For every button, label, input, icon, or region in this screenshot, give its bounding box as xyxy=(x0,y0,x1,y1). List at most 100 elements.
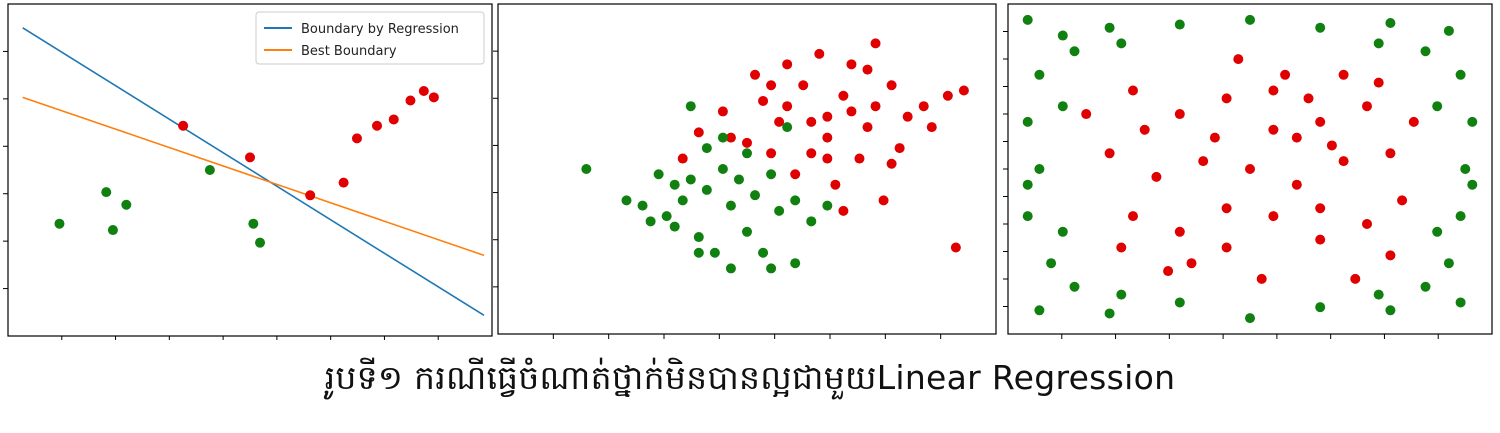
point-negative xyxy=(653,169,664,180)
point-positive xyxy=(1373,77,1384,88)
point-negative xyxy=(1104,22,1115,33)
point-negative xyxy=(1116,289,1127,300)
point-negative xyxy=(1174,297,1185,308)
point-positive xyxy=(418,86,429,96)
point-positive xyxy=(1338,156,1349,167)
point-negative xyxy=(1460,164,1471,174)
point-negative xyxy=(1373,289,1384,300)
point-positive xyxy=(1198,156,1209,167)
point-positive xyxy=(958,85,969,96)
point-negative xyxy=(1022,116,1033,127)
point-positive xyxy=(942,90,953,101)
point-positive xyxy=(742,137,752,148)
point-positive xyxy=(1303,93,1314,104)
point-negative xyxy=(621,195,632,206)
point-negative xyxy=(645,216,656,227)
point-negative xyxy=(1443,25,1454,36)
point-negative xyxy=(1069,46,1080,57)
point-positive xyxy=(1362,101,1372,112)
point-negative xyxy=(1245,14,1255,25)
legend-frame xyxy=(255,11,485,65)
point-negative xyxy=(107,225,118,236)
point-negative xyxy=(1034,69,1045,80)
point-negative xyxy=(790,258,801,269)
point-negative xyxy=(685,101,696,112)
point-positive xyxy=(677,153,688,164)
point-negative xyxy=(1315,302,1326,313)
point-negative xyxy=(701,184,712,195)
point-negative xyxy=(774,205,785,216)
point-positive xyxy=(717,106,728,117)
point-positive xyxy=(838,90,849,101)
point-positive xyxy=(766,148,777,159)
point-positive xyxy=(1280,69,1291,80)
point-negative xyxy=(1057,30,1068,41)
point-negative xyxy=(1385,17,1396,28)
point-positive xyxy=(725,132,736,143)
point-positive xyxy=(1397,195,1408,206)
point-positive xyxy=(822,153,833,164)
point-positive xyxy=(1315,203,1326,214)
chart-panel-3 xyxy=(1003,3,1493,339)
point-positive xyxy=(1268,211,1279,222)
point-positive xyxy=(1362,218,1372,229)
point-positive xyxy=(1256,273,1267,284)
point-negative xyxy=(637,200,648,211)
point-positive xyxy=(1128,85,1138,96)
point-positive xyxy=(1209,132,1220,143)
point-positive xyxy=(1385,148,1396,159)
point-negative xyxy=(54,218,65,229)
point-negative xyxy=(255,237,266,248)
point-positive xyxy=(1163,266,1174,277)
figure-caption: រូបទី១ ករណីធ្វើចំណាត់ថ្នាក់មិនបានល្អជាមួ… xyxy=(324,358,1176,397)
point-negative xyxy=(1455,69,1466,80)
point-negative xyxy=(669,221,680,232)
point-negative xyxy=(1432,101,1443,112)
point-negative xyxy=(1432,226,1443,237)
point-negative xyxy=(1467,116,1478,127)
point-negative xyxy=(693,232,704,243)
point-negative xyxy=(248,218,259,229)
point-positive xyxy=(1326,140,1337,151)
legend-label: Boundary by Regression xyxy=(301,22,459,37)
point-positive xyxy=(846,106,857,117)
point-negative xyxy=(1069,281,1080,292)
point-negative xyxy=(742,226,752,237)
point-positive xyxy=(1338,69,1349,80)
point-negative xyxy=(733,174,744,185)
point-positive xyxy=(178,120,189,131)
legend-label: Best Boundary xyxy=(301,44,397,59)
point-negative xyxy=(725,263,736,274)
point-negative xyxy=(766,169,777,180)
point-positive xyxy=(918,101,929,112)
point-positive xyxy=(305,190,316,201)
point-negative xyxy=(750,190,761,201)
point-positive xyxy=(1186,258,1197,269)
point-positive xyxy=(1104,148,1115,159)
point-negative xyxy=(1116,38,1127,49)
point-negative xyxy=(1022,179,1033,190)
point-positive xyxy=(1385,250,1396,261)
point-negative xyxy=(709,247,720,258)
point-negative xyxy=(101,187,112,198)
point-negative xyxy=(677,195,688,206)
point-negative xyxy=(1104,308,1115,319)
point-positive xyxy=(846,59,857,70)
point-positive xyxy=(854,153,865,164)
point-positive xyxy=(428,92,439,103)
chart-panel-2 xyxy=(493,3,997,339)
point-positive xyxy=(245,152,255,163)
point-positive xyxy=(814,48,825,59)
point-positive xyxy=(870,101,881,112)
point-positive xyxy=(1245,164,1255,174)
point-negative xyxy=(1034,305,1045,316)
point-negative xyxy=(1046,258,1057,269)
point-positive xyxy=(782,59,793,70)
point-negative xyxy=(717,164,728,174)
line-best-boundary xyxy=(22,96,485,257)
point-positive xyxy=(1116,242,1127,253)
point-negative xyxy=(1174,19,1185,30)
point-positive xyxy=(1233,54,1244,65)
point-positive xyxy=(750,69,761,80)
point-negative xyxy=(822,200,833,211)
